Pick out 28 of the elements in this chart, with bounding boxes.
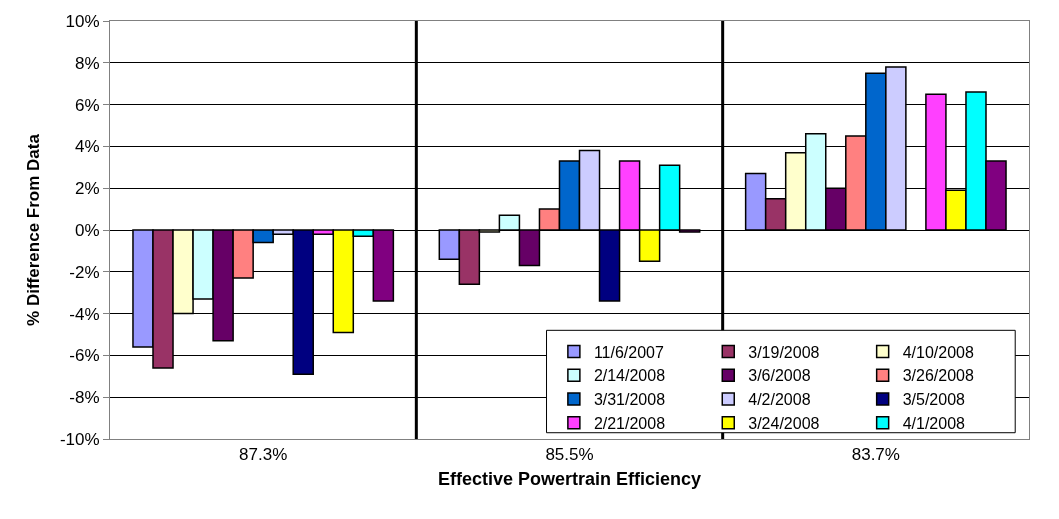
x-tick-label: 85.5% [545, 445, 594, 465]
y-tick-label: 6% [75, 95, 100, 115]
y-tick-label: 2% [75, 179, 100, 199]
legend-label: 4/1/2008 [902, 415, 966, 433]
x-tick-label: 83.7% [851, 445, 900, 465]
x-axis-title: Effective Powertrain Efficiency [437, 468, 702, 489]
legend-label: 3/31/2008 [593, 391, 666, 409]
y-tick-label: -4% [69, 304, 100, 324]
y-tick-label: -6% [69, 346, 100, 366]
legend-label: 4/2/2008 [748, 391, 811, 409]
legend-label: 2/21/2008 [593, 415, 666, 433]
legend-label: 2/14/2008 [593, 367, 666, 385]
legend-label: 3/19/2008 [748, 343, 820, 361]
y-tick-label: 8% [75, 53, 100, 73]
legend-label: 3/26/2008 [902, 367, 974, 385]
y-tick-label: 4% [75, 137, 100, 157]
y-tick-label: -10% [59, 429, 100, 449]
y-tick-label: 10% [65, 11, 100, 31]
legend-label: 3/24/2008 [748, 415, 820, 433]
legend-label: 3/6/2008 [748, 367, 811, 385]
y-tick-label: -2% [69, 262, 100, 282]
legend-label: 4/10/2008 [902, 343, 974, 361]
y-axis-title: % Difference From Data [24, 133, 44, 326]
y-tick-label: 0% [75, 220, 100, 240]
y-tick-label: -8% [69, 388, 100, 408]
x-tick-label: 87.3% [239, 445, 288, 465]
legend-label: 3/5/2008 [902, 391, 966, 409]
legend-label: 11/6/2007 [593, 343, 664, 361]
